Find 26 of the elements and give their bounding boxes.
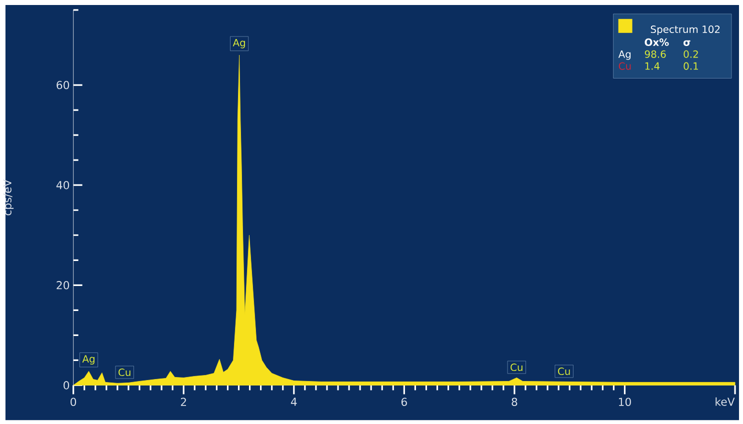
x-axis-title: keV <box>716 397 735 406</box>
x-tick-label: 8 <box>512 398 518 406</box>
y-tick-label: 60 <box>56 80 70 90</box>
annotation: Cu <box>118 368 130 376</box>
y-tick-label: 20 <box>56 280 70 290</box>
legend-label: Spectrum 102 <box>650 25 720 35</box>
annotation: Ag <box>232 38 245 48</box>
annotation: Ag <box>82 355 94 364</box>
y-tick-label: 0 <box>64 381 70 390</box>
annotation: Cu <box>510 363 522 371</box>
annotation: Ag <box>618 50 631 60</box>
annotation: 0.1 <box>684 62 698 70</box>
annotation: 0.2 <box>684 50 698 58</box>
x-tick-label: 0 <box>70 398 76 406</box>
x-tick-label: 4 <box>290 398 297 406</box>
annotation: 1.4 <box>645 62 660 70</box>
annotation: 98.6 <box>644 50 666 58</box>
annotation: Ox% <box>644 38 669 46</box>
y-axis-title: cps/eV <box>3 179 14 216</box>
annotation: Cu <box>618 62 631 70</box>
y-tick-label: 40 <box>56 180 70 190</box>
x-tick-label: 10 <box>618 398 631 406</box>
annotation: σ <box>683 40 690 46</box>
x-tick-label: 2 <box>180 398 186 406</box>
annotation: Cu <box>558 367 570 375</box>
x-tick-label: 6 <box>401 398 407 406</box>
